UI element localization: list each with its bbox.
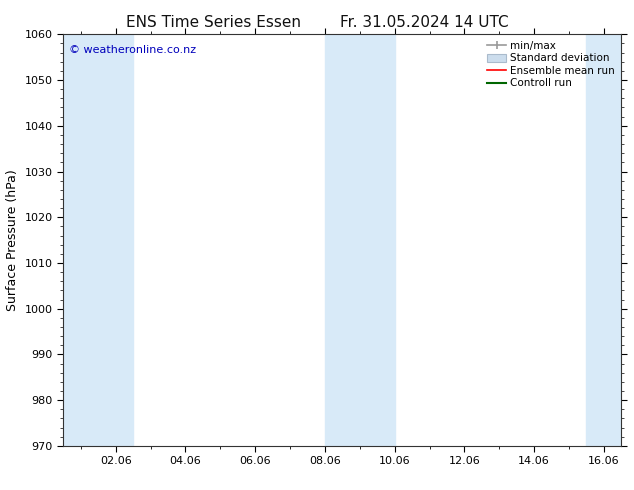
Text: © weatheronline.co.nz: © weatheronline.co.nz (69, 45, 196, 54)
Bar (63, 34, 133, 446)
Bar (586, 34, 621, 446)
Y-axis label: Surface Pressure (hPa): Surface Pressure (hPa) (6, 169, 19, 311)
Bar (325, 34, 394, 446)
Text: ENS Time Series Essen        Fr. 31.05.2024 14 UTC: ENS Time Series Essen Fr. 31.05.2024 14 … (126, 15, 508, 30)
Legend: min/max, Standard deviation, Ensemble mean run, Controll run: min/max, Standard deviation, Ensemble me… (484, 37, 618, 92)
